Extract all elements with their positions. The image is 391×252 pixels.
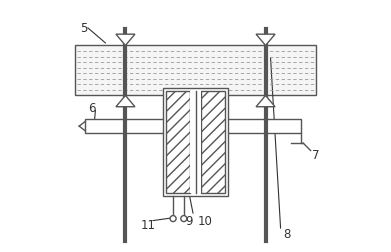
Text: 9: 9 bbox=[185, 214, 193, 227]
Bar bbox=[166, 92, 190, 193]
Text: 6: 6 bbox=[88, 102, 95, 115]
Text: 7: 7 bbox=[312, 148, 319, 161]
Polygon shape bbox=[116, 35, 135, 46]
Bar bbox=[75, 46, 316, 96]
Text: 10: 10 bbox=[198, 214, 213, 227]
Polygon shape bbox=[256, 96, 275, 107]
Polygon shape bbox=[116, 96, 135, 107]
Polygon shape bbox=[256, 35, 275, 46]
Bar bbox=[85, 120, 301, 134]
Circle shape bbox=[170, 216, 176, 222]
Bar bbox=[201, 92, 225, 193]
Bar bbox=[163, 89, 228, 196]
Text: 11: 11 bbox=[140, 218, 156, 231]
Bar bbox=[190, 92, 201, 193]
Circle shape bbox=[181, 216, 187, 222]
Text: 5: 5 bbox=[81, 22, 88, 35]
Text: 8: 8 bbox=[283, 227, 291, 240]
